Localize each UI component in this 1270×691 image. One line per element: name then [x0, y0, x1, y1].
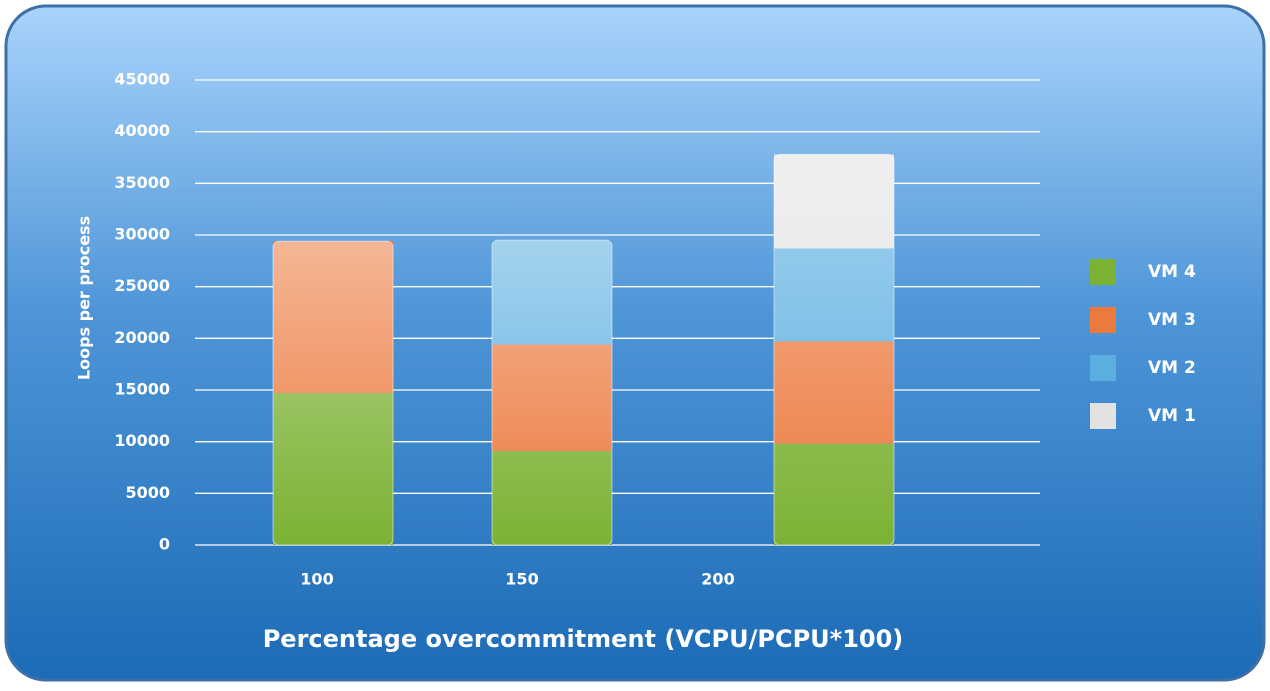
y-tick-label: 15000 — [114, 380, 170, 399]
bar-outline — [272, 240, 394, 546]
legend-label: VM 2 — [1148, 358, 1196, 378]
bar-stack — [272, 240, 394, 546]
x-tick-label: 100 — [300, 570, 333, 589]
legend-label: VM 3 — [1148, 310, 1196, 330]
y-axis-label: Loops per process — [75, 216, 94, 380]
legend-swatch — [1090, 355, 1116, 381]
y-tick-label: 10000 — [114, 431, 170, 450]
bar-stack — [491, 239, 613, 546]
y-tick-label: 20000 — [114, 328, 170, 347]
y-tick-label: 45000 — [114, 70, 170, 89]
x-axis-label: Percentage overcommitment (VCPU/PCPU*100… — [263, 625, 904, 653]
x-tick-label: 200 — [701, 570, 734, 589]
bar-outline — [773, 153, 895, 546]
y-tick-label: 5000 — [125, 483, 170, 502]
y-tick-label: 0 — [159, 535, 170, 554]
x-tick-label: 150 — [505, 570, 538, 589]
y-tick-label: 35000 — [114, 173, 170, 192]
legend-label: VM 4 — [1148, 262, 1196, 282]
legend-swatch — [1090, 307, 1116, 333]
legend-swatch — [1090, 259, 1116, 285]
panel — [4, 4, 1266, 682]
y-tick-label: 25000 — [114, 276, 170, 295]
y-tick-label: 40000 — [114, 121, 170, 140]
legend-label: VM 1 — [1148, 406, 1196, 426]
bar-outline — [491, 239, 613, 546]
bar-stack — [773, 153, 895, 546]
y-tick-label: 30000 — [114, 225, 170, 244]
legend-swatch — [1090, 403, 1116, 429]
